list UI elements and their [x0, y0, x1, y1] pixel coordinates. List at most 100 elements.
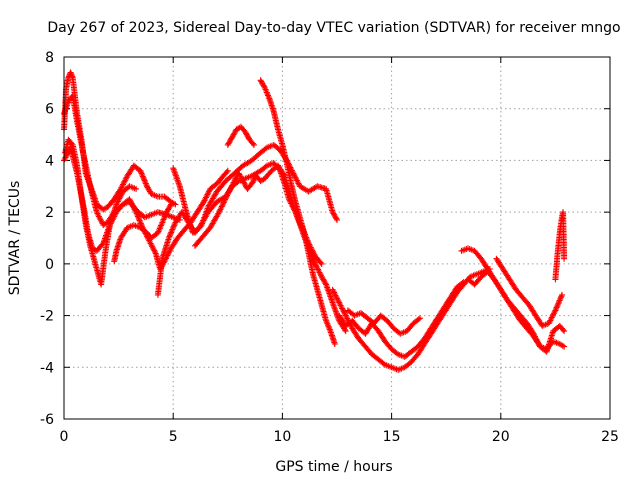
data-point: [244, 177, 247, 180]
y-tick-label: 8: [45, 50, 54, 66]
data-point: [379, 314, 382, 317]
data-point: [250, 182, 253, 185]
data-point: [539, 345, 542, 348]
data-point: [67, 76, 70, 79]
data-point: [325, 283, 327, 286]
data-point: [143, 216, 146, 219]
data-point: [377, 330, 380, 332]
data-point: [139, 226, 142, 229]
data-point: [331, 301, 334, 304]
data-point: [161, 257, 164, 260]
chart-title: Day 267 of 2023, Sidereal Day-to-day VTE…: [47, 20, 620, 36]
data-point: [98, 275, 100, 278]
data-point: [467, 278, 469, 281]
data-point: [347, 309, 349, 312]
data-point: [298, 185, 301, 188]
data-point: [115, 211, 118, 214]
data-point: [320, 304, 323, 307]
data-point: [399, 332, 402, 335]
data-point: [554, 309, 557, 312]
data-point: [416, 353, 419, 356]
data-point: [357, 327, 360, 330]
data-point: [547, 322, 550, 325]
data-point: [403, 366, 406, 369]
data-point: [69, 71, 72, 74]
data-point: [521, 296, 524, 299]
data-point: [469, 275, 472, 278]
data-point: [336, 219, 338, 221]
data-point: [237, 180, 240, 183]
data-point: [502, 268, 504, 270]
data-point: [266, 146, 269, 149]
y-tick-label: -2: [40, 309, 54, 325]
data-point: [412, 322, 415, 325]
data-point: [373, 322, 376, 325]
plot-frame: [63, 56, 611, 420]
data-point: [562, 211, 564, 214]
data-point: [268, 97, 271, 100]
data-point: [159, 275, 161, 278]
series-track-12: [336, 279, 467, 360]
data-point: [371, 353, 373, 356]
data-point: [185, 211, 188, 214]
data-point: [255, 175, 258, 177]
data-point: [95, 250, 98, 252]
data-point: [360, 312, 362, 314]
data-point: [499, 288, 502, 291]
y-tick-label: -4: [40, 360, 54, 376]
data-point: [209, 187, 212, 190]
data-point: [87, 231, 89, 234]
data-point: [467, 247, 469, 250]
series-track-9: [224, 123, 257, 148]
data-point: [102, 224, 105, 226]
series-track-15: [465, 268, 568, 355]
data-point: [76, 172, 79, 175]
data-point: [161, 221, 164, 224]
data-point: [285, 162, 288, 164]
data-point: [233, 172, 236, 175]
data-point: [215, 190, 218, 193]
data-point: [135, 187, 137, 190]
data-point: [403, 356, 406, 358]
data-point: [126, 175, 129, 177]
data-point: [259, 169, 262, 172]
series-markers: [552, 209, 568, 283]
data-point: [462, 281, 465, 283]
data-point: [558, 343, 561, 345]
data-point: [244, 131, 247, 133]
data-point: [563, 330, 566, 332]
data-point: [384, 363, 386, 366]
data-point: [473, 250, 476, 252]
data-series: [61, 69, 568, 373]
data-point: [561, 216, 563, 219]
data-point: [419, 317, 421, 320]
x-tick-label: 0: [60, 429, 69, 445]
data-point: [235, 128, 238, 131]
series-track-10: [257, 77, 338, 347]
data-point: [563, 257, 566, 260]
data-point: [325, 187, 327, 190]
data-point: [224, 180, 227, 183]
data-point: [76, 120, 79, 123]
data-point: [312, 273, 314, 276]
data-point: [292, 172, 295, 175]
data-point: [480, 257, 483, 260]
grid-lines: [64, 57, 610, 419]
data-point: [508, 278, 511, 281]
data-point: [157, 195, 159, 198]
data-point: [115, 250, 118, 252]
data-point: [298, 216, 301, 219]
y-tick-label: 4: [45, 153, 54, 169]
data-point: [183, 229, 186, 232]
data-point: [132, 224, 135, 226]
y-tick-label: 6: [45, 102, 54, 118]
data-point: [157, 211, 159, 214]
data-point: [157, 293, 159, 296]
data-point: [93, 260, 96, 263]
data-point: [178, 185, 181, 188]
data-point: [475, 273, 478, 276]
data-point: [316, 185, 319, 188]
data-point: [135, 211, 137, 214]
data-point: [303, 231, 306, 234]
data-point: [150, 213, 153, 216]
